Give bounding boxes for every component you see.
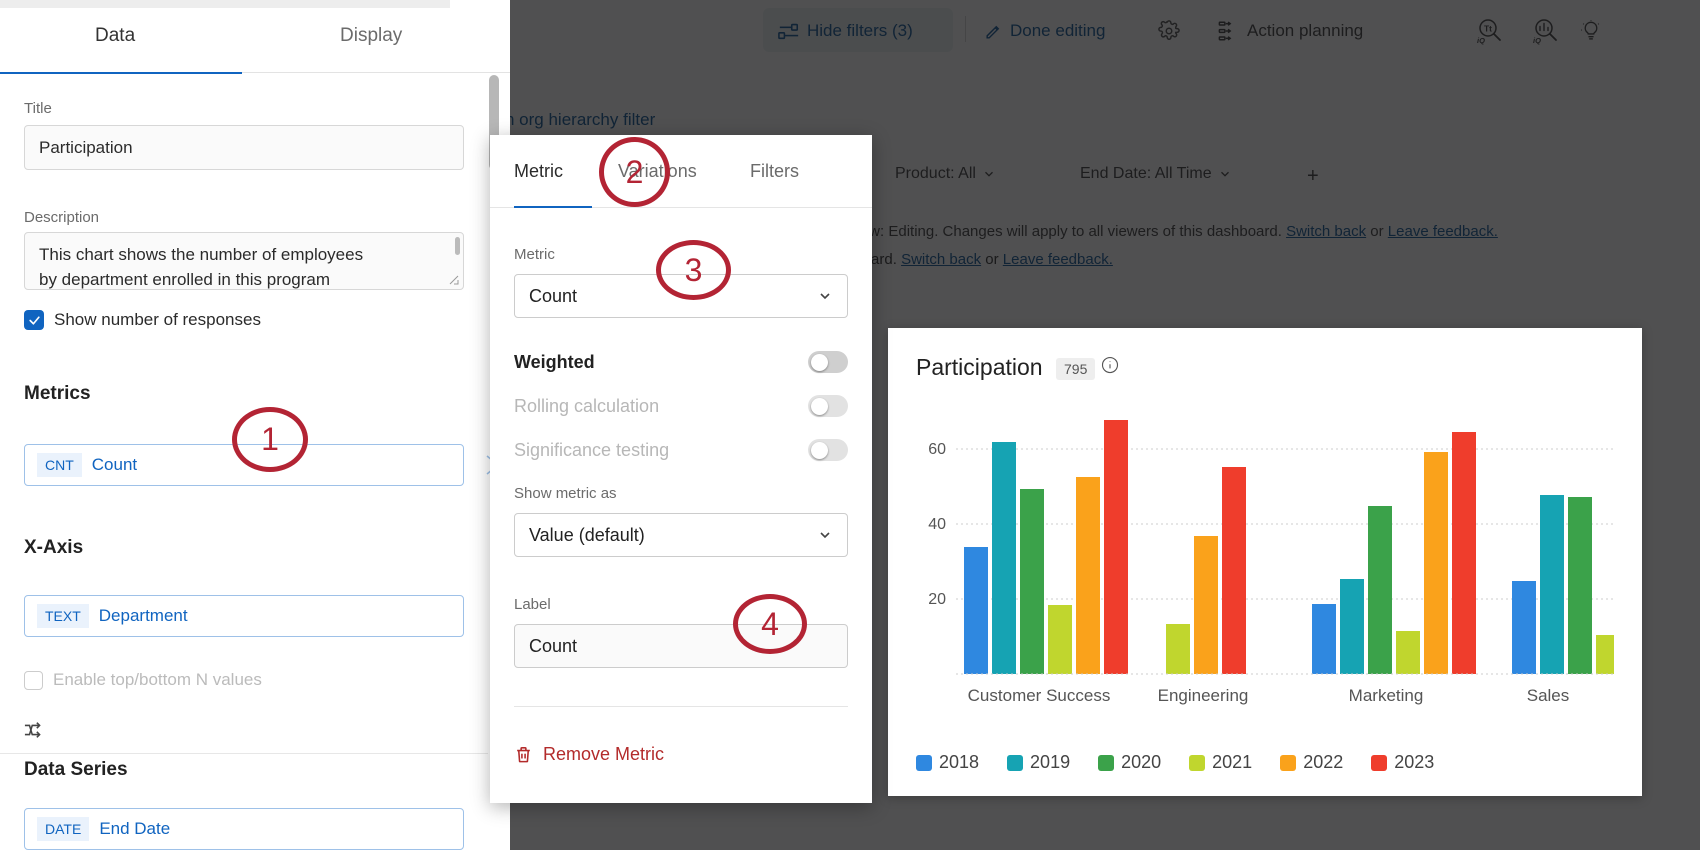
svg-text:Engineering: Engineering — [1158, 686, 1249, 705]
svg-text:20: 20 — [928, 591, 946, 608]
svg-text:Customer Success: Customer Success — [968, 686, 1111, 705]
svg-text:Marketing: Marketing — [1349, 686, 1424, 705]
svg-text:Sales: Sales — [1527, 686, 1570, 705]
svg-text:40: 40 — [928, 516, 946, 533]
svg-text:60: 60 — [928, 441, 946, 458]
